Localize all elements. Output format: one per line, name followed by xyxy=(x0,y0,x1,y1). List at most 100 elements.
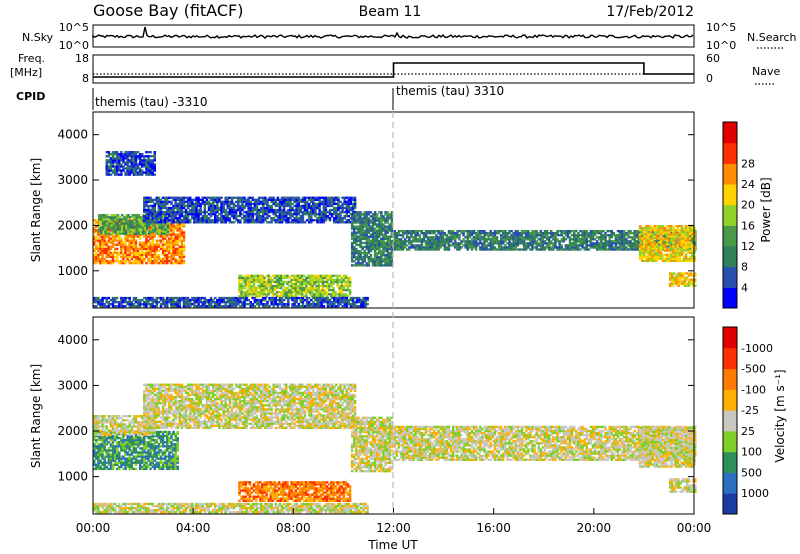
range-cell xyxy=(315,280,318,284)
range-cell xyxy=(193,202,196,206)
range-cell xyxy=(324,210,328,214)
range-cell xyxy=(375,247,379,251)
range-cell xyxy=(114,230,118,233)
range-cell xyxy=(114,222,118,225)
range-cell xyxy=(312,208,315,212)
range-cell xyxy=(508,242,511,245)
range-cell xyxy=(240,276,243,280)
range-cell xyxy=(272,196,275,199)
range-cell xyxy=(130,151,134,154)
range-cell xyxy=(145,249,148,253)
range-cell xyxy=(353,233,356,236)
range-cell xyxy=(334,295,337,298)
range-cell xyxy=(344,282,348,286)
range-cell xyxy=(105,245,109,248)
range-cell xyxy=(248,286,252,290)
range-cell xyxy=(612,232,616,235)
range-cell xyxy=(384,233,387,236)
range-cell xyxy=(529,238,532,241)
range-cell xyxy=(248,293,252,296)
range-cell xyxy=(143,163,146,166)
range-cell xyxy=(508,246,511,249)
range-cell xyxy=(292,286,295,290)
range-cell xyxy=(643,233,646,236)
range-cell xyxy=(378,247,381,251)
range-cell xyxy=(248,274,252,277)
range-cell xyxy=(214,204,217,208)
range-cell xyxy=(107,251,111,255)
range-cell xyxy=(174,241,177,244)
range-cell xyxy=(172,206,175,210)
range-cell xyxy=(186,212,190,216)
range-cell xyxy=(257,208,261,212)
range-cell xyxy=(153,198,157,201)
range-cell xyxy=(124,171,127,174)
range-cell xyxy=(390,227,394,230)
noise-right-tick-high: 10^5 xyxy=(706,21,736,34)
range-cell xyxy=(247,198,250,201)
range-cell xyxy=(342,274,346,277)
range-cell xyxy=(572,238,576,241)
range-cell xyxy=(623,232,626,235)
range-cell xyxy=(338,290,341,294)
range-cell xyxy=(148,230,151,233)
range-cell xyxy=(416,244,419,247)
range-cell xyxy=(412,244,415,247)
range-cell xyxy=(250,286,254,290)
range-cell xyxy=(550,240,553,243)
range-cell xyxy=(132,241,136,244)
range-cell xyxy=(641,247,644,250)
range-cell xyxy=(591,238,595,241)
range-cell xyxy=(143,219,146,222)
range-cell xyxy=(342,288,346,292)
range-cell xyxy=(311,278,314,282)
range-cell xyxy=(371,237,375,241)
range-cell xyxy=(393,234,396,237)
range-cell xyxy=(178,245,182,248)
range-cell xyxy=(359,223,362,226)
range-cell xyxy=(152,226,155,229)
range-cell xyxy=(361,245,364,249)
range-cell xyxy=(147,212,150,216)
range-cell xyxy=(339,206,342,210)
range-cell xyxy=(361,260,364,263)
range-cell xyxy=(284,295,287,298)
range-cell xyxy=(585,244,588,247)
range-cell xyxy=(487,232,490,235)
range-cell xyxy=(533,240,536,243)
range-cell xyxy=(566,232,570,235)
range-cell xyxy=(130,257,134,261)
range-cell xyxy=(245,210,248,214)
range-cell xyxy=(174,249,177,253)
range-cell xyxy=(363,241,366,245)
range-cell xyxy=(292,295,295,298)
range-cell xyxy=(462,244,465,247)
range-cell xyxy=(638,249,642,252)
range-cell xyxy=(541,236,545,239)
range-cell xyxy=(134,251,138,255)
range-cell xyxy=(111,155,115,158)
range-cell xyxy=(166,217,169,220)
range-cell xyxy=(566,236,570,239)
range-cell xyxy=(115,169,119,172)
range-cell xyxy=(322,214,326,218)
range-cell xyxy=(359,215,362,218)
range-cell xyxy=(130,239,134,242)
range-cell xyxy=(161,200,165,204)
range-cell xyxy=(489,242,492,245)
range-cell xyxy=(284,202,288,206)
range-cell xyxy=(236,219,240,222)
range-cell xyxy=(577,240,580,243)
range-cell xyxy=(408,238,411,241)
range-cell xyxy=(305,284,308,288)
range-cell xyxy=(139,218,143,221)
range-cell xyxy=(502,234,505,237)
range-cell xyxy=(182,196,186,199)
range-cell xyxy=(153,261,157,265)
range-cell xyxy=(224,210,227,214)
range-cell xyxy=(447,229,451,233)
range-cell xyxy=(157,245,161,248)
range-cell xyxy=(141,214,145,217)
range-cell xyxy=(327,293,331,296)
range-cell xyxy=(261,280,264,284)
